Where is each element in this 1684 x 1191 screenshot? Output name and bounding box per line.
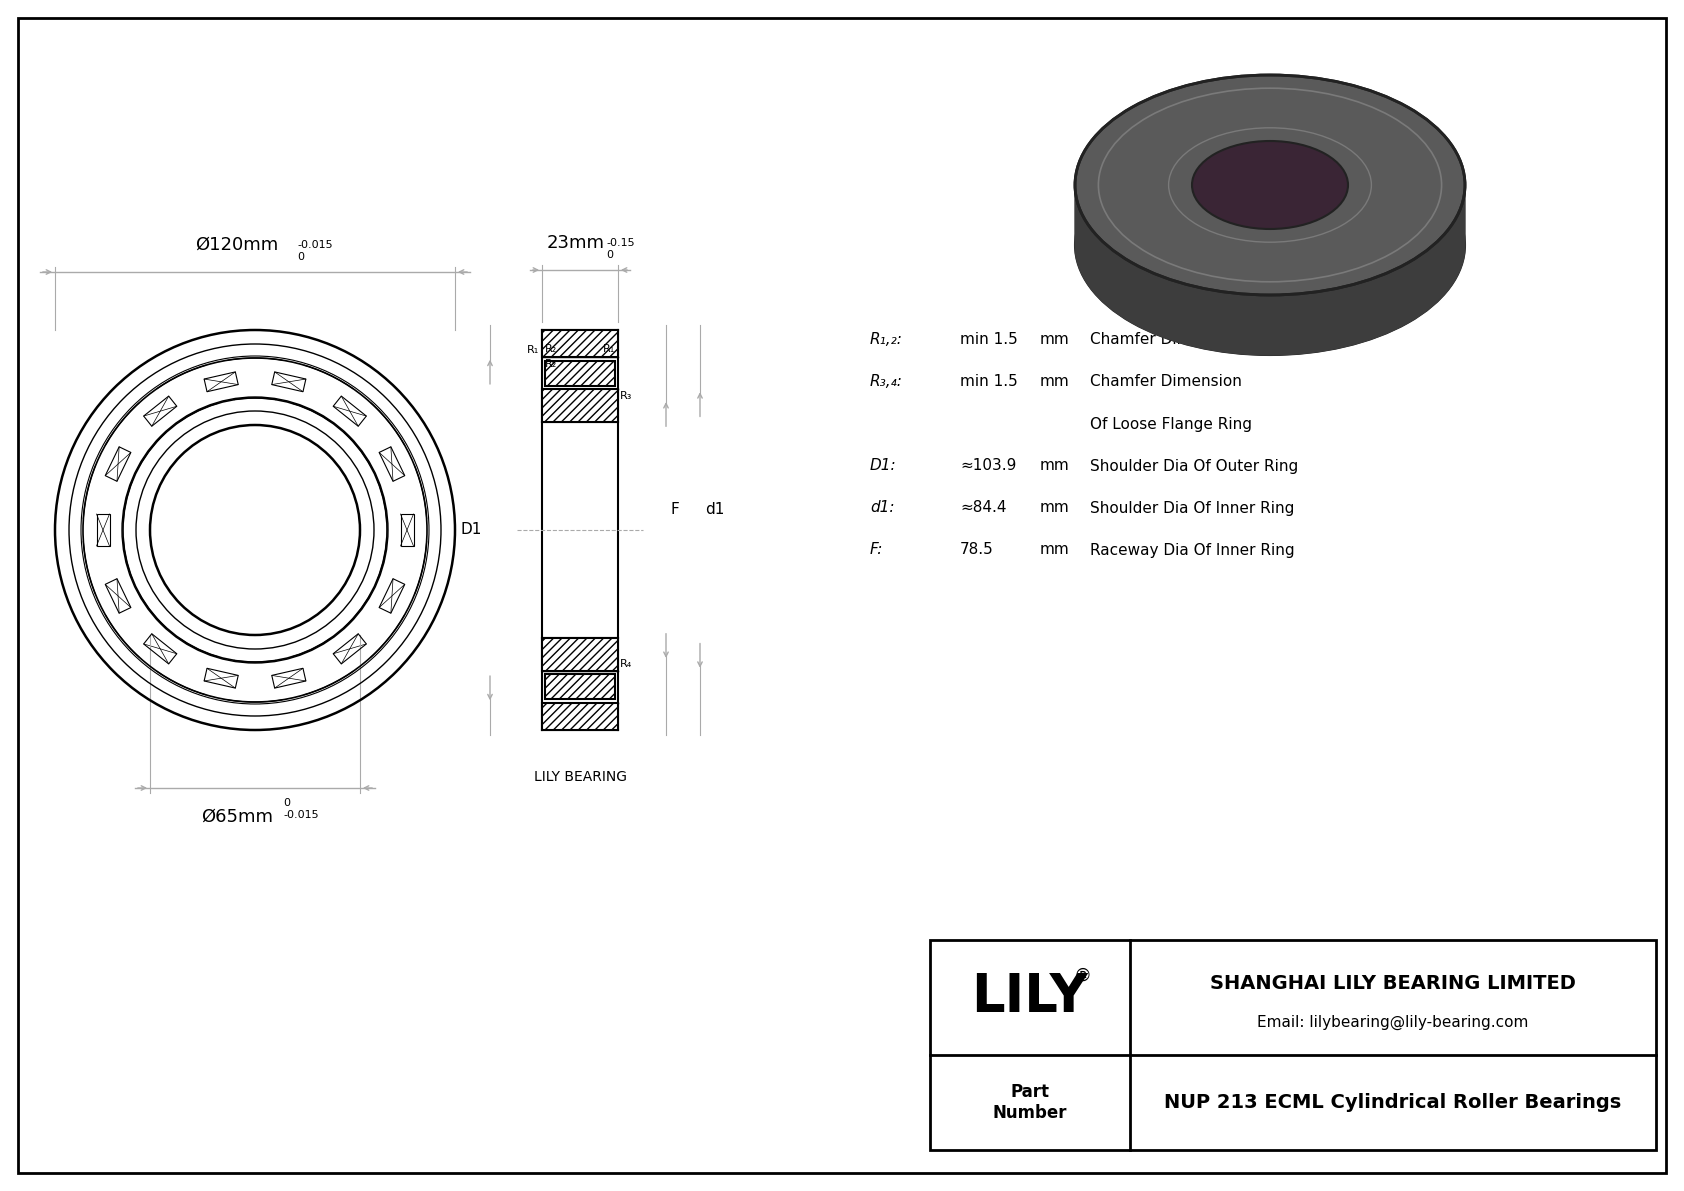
Text: min 1.5: min 1.5 [960, 374, 1017, 389]
Text: R₂: R₂ [546, 344, 557, 354]
Text: Shoulder Dia Of Inner Ring: Shoulder Dia Of Inner Ring [1090, 500, 1295, 516]
Text: D1:: D1: [871, 459, 896, 474]
Text: 0: 0 [606, 250, 613, 260]
Text: min 1.5: min 1.5 [960, 332, 1017, 348]
Ellipse shape [1074, 75, 1465, 295]
Text: LILY: LILY [972, 972, 1088, 1023]
Bar [542, 330, 618, 357]
Text: F:: F: [871, 542, 884, 557]
Text: Ø65mm: Ø65mm [200, 807, 273, 827]
Text: -0.015: -0.015 [283, 810, 318, 819]
Bar [546, 674, 615, 699]
Polygon shape [1074, 185, 1465, 355]
Text: Of Loose Flange Ring: Of Loose Flange Ring [1090, 417, 1251, 431]
Bar [542, 703, 618, 730]
Bar [546, 361, 615, 386]
Text: Ø120mm: Ø120mm [195, 236, 278, 254]
Text: R₁: R₁ [527, 345, 539, 355]
Text: F: F [670, 503, 680, 518]
Bar [542, 330, 618, 357]
Text: d1: d1 [706, 503, 724, 518]
Bar [542, 638, 618, 671]
Text: ≈103.9: ≈103.9 [960, 459, 1017, 474]
Text: R₃: R₃ [620, 392, 633, 401]
Bar [546, 361, 615, 386]
Text: R₄: R₄ [620, 659, 632, 668]
Text: 78.5: 78.5 [960, 542, 994, 557]
Text: mm: mm [1041, 542, 1069, 557]
Text: Raceway Dia Of Inner Ring: Raceway Dia Of Inner Ring [1090, 542, 1295, 557]
Text: SHANGHAI LILY BEARING LIMITED: SHANGHAI LILY BEARING LIMITED [1211, 974, 1576, 993]
Text: mm: mm [1041, 500, 1069, 516]
Text: R₃,₄:: R₃,₄: [871, 374, 903, 389]
Text: 0: 0 [296, 252, 305, 262]
Text: mm: mm [1041, 332, 1069, 348]
Bar [546, 674, 615, 699]
Text: 23mm: 23mm [547, 233, 605, 252]
Text: Shoulder Dia Of Outer Ring: Shoulder Dia Of Outer Ring [1090, 459, 1298, 474]
Text: -0.15: -0.15 [606, 238, 635, 248]
Bar [930, 940, 1655, 1151]
Text: -0.015: -0.015 [296, 241, 333, 250]
Bar [542, 638, 618, 671]
Ellipse shape [1192, 141, 1347, 229]
Text: Email: lilybearing@lily-bearing.com: Email: lilybearing@lily-bearing.com [1258, 1015, 1529, 1030]
Text: Part
Number: Part Number [994, 1083, 1068, 1122]
Bar [542, 389, 618, 422]
Text: R₁,₂:: R₁,₂: [871, 332, 903, 348]
Text: D1: D1 [461, 523, 482, 537]
Text: ®: ® [1073, 967, 1091, 985]
Text: R₁: R₁ [603, 344, 615, 354]
Text: ≈84.4: ≈84.4 [960, 500, 1007, 516]
Bar [542, 389, 618, 422]
Text: LILY BEARING: LILY BEARING [534, 771, 626, 784]
Bar [542, 703, 618, 730]
Text: Chamfer Dimension: Chamfer Dimension [1090, 374, 1241, 389]
Text: d1:: d1: [871, 500, 894, 516]
Text: NUP 213 ECML Cylindrical Roller Bearings: NUP 213 ECML Cylindrical Roller Bearings [1164, 1093, 1622, 1112]
Text: mm: mm [1041, 459, 1069, 474]
Text: 0: 0 [283, 798, 290, 807]
Text: R₂: R₂ [546, 358, 557, 369]
Ellipse shape [1074, 135, 1465, 355]
Text: mm: mm [1041, 374, 1069, 389]
Text: Chamfer Dimension: Chamfer Dimension [1090, 332, 1241, 348]
